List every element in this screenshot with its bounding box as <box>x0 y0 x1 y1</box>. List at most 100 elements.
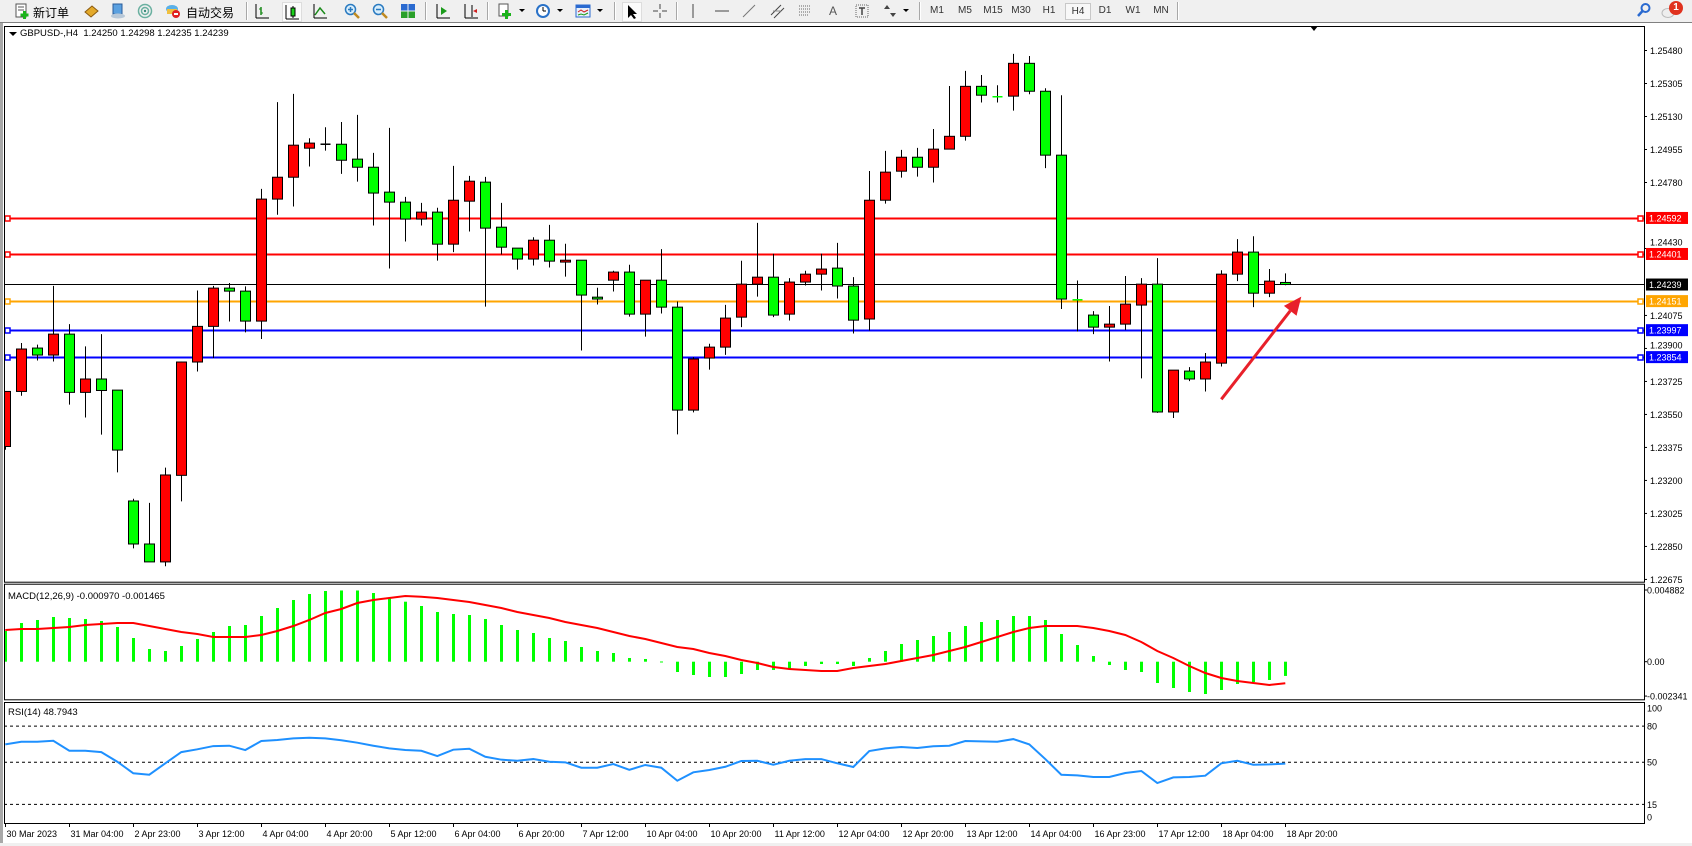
macd-histogram-bar <box>116 627 119 662</box>
candle-bearish <box>832 267 843 287</box>
time-axis-label: 7 Apr 12:00 <box>583 829 629 839</box>
candle-bearish <box>352 158 363 168</box>
chart-shift-button[interactable] <box>434 2 452 20</box>
new-order-button[interactable] <box>13 2 31 20</box>
indicators-dropdown-icon[interactable] <box>519 9 525 12</box>
time-axis-label: 31 Mar 04:00 <box>71 829 124 839</box>
candle-bullish <box>416 211 427 220</box>
time-axis-label: 17 Apr 12:00 <box>1159 829 1210 839</box>
level-line-handle-right <box>1637 354 1644 361</box>
tile-windows-button[interactable] <box>399 2 417 20</box>
templates-icon <box>575 4 591 18</box>
periods-button[interactable] <box>534 2 552 20</box>
current-price-label: 1.24239 <box>1649 280 1682 290</box>
candle-bearish <box>624 271 635 315</box>
candle-bearish <box>1056 154 1067 300</box>
macd-histogram-bar <box>756 661 759 670</box>
search-button[interactable] <box>1636 1 1652 19</box>
timeframe-h1[interactable]: H1 <box>1042 5 1056 16</box>
macd-histogram-bar <box>1220 661 1223 690</box>
indicators-button[interactable] <box>496 2 514 20</box>
candle-bearish <box>1248 251 1259 294</box>
level-line-handle-left <box>4 298 11 305</box>
toolbar-separator <box>919 2 921 20</box>
candle-bullish <box>640 279 651 315</box>
zoom-out-button[interactable] <box>371 2 389 20</box>
templates-button[interactable] <box>574 2 592 20</box>
macd-histogram-bar <box>596 650 599 662</box>
candle-bearish <box>64 333 75 393</box>
new-order-label[interactable]: 新订单 <box>33 6 70 20</box>
candle-bearish <box>544 239 555 262</box>
price-axis-label: 1.24780 <box>1650 178 1683 188</box>
timeframe-m5[interactable]: M5 <box>958 5 972 16</box>
price-axis-label: 1.23025 <box>1650 509 1683 519</box>
candle-bullish <box>1008 62 1019 97</box>
cursor-button[interactable] <box>622 2 642 22</box>
crosshair-button[interactable] <box>651 2 669 20</box>
candle-bullish <box>560 259 571 263</box>
timeframe-w1[interactable]: W1 <box>1125 5 1141 16</box>
candle-bearish <box>1184 370 1195 380</box>
timeframe-m1[interactable]: M1 <box>930 5 944 16</box>
auto-scroll-button[interactable] <box>462 2 480 20</box>
horizontal-line-button[interactable] <box>713 2 731 20</box>
level-line-handle-right <box>1637 215 1644 222</box>
arrows-dropdown-icon[interactable] <box>903 9 909 12</box>
candle-bullish <box>288 144 299 178</box>
candle-bullish <box>256 198 267 322</box>
timeframe-h4[interactable]: H4 <box>1065 3 1091 20</box>
candle-bullish <box>800 273 811 283</box>
text-button[interactable]: A <box>824 2 842 20</box>
trendline-button[interactable] <box>740 2 758 20</box>
annotation-arrow-shaft <box>1220 309 1292 401</box>
candle-bearish <box>512 247 523 260</box>
timeframe-m15[interactable]: M15 <box>983 5 1003 16</box>
equidistant-channel-button[interactable] <box>769 2 787 20</box>
timeframe-mn[interactable]: MN <box>1153 5 1169 16</box>
candle-bearish <box>1280 281 1291 286</box>
templates-dropdown-icon[interactable] <box>597 9 603 12</box>
text-label-button[interactable] <box>853 2 871 20</box>
tile-windows-icon <box>401 4 415 18</box>
fibonacci-button[interactable] <box>797 2 815 20</box>
signals-button[interactable] <box>136 2 154 20</box>
macd-histogram-bar <box>1140 661 1143 672</box>
navigator-button[interactable] <box>109 2 127 20</box>
candle-bullish <box>880 171 891 201</box>
line-chart-button[interactable] <box>311 2 329 20</box>
timeframe-m30[interactable]: M30 <box>1011 5 1031 16</box>
macd-histogram-bar <box>836 661 839 665</box>
macd-histogram-bar <box>1060 634 1063 662</box>
candle-bullish <box>944 135 955 150</box>
macd-histogram-bar <box>1236 661 1239 685</box>
macd-histogram-bar <box>804 661 807 666</box>
chart-menu-triangle-icon[interactable] <box>9 32 17 36</box>
notification-badge[interactable]: 1 <box>1669 1 1683 15</box>
macd-histogram-bar <box>164 650 167 662</box>
candlestick-chart-button[interactable] <box>282 2 302 22</box>
macd-histogram-bar <box>628 657 631 662</box>
window-left-edge <box>0 23 3 843</box>
time-axis-label: 16 Apr 23:00 <box>1095 829 1146 839</box>
chart-end-marker-icon <box>1310 26 1318 31</box>
timeframe-d1[interactable]: D1 <box>1098 5 1112 16</box>
candle-bullish <box>1216 273 1227 364</box>
zoom-in-button[interactable] <box>343 2 361 20</box>
rsi-axis-label: 0 <box>1647 813 1652 823</box>
macd-histogram-bar <box>580 646 583 662</box>
vertical-line-button[interactable] <box>684 2 702 20</box>
macd-histogram-bar <box>356 590 359 662</box>
autotrading-label[interactable]: 自动交易 <box>186 6 235 20</box>
price-axis-label: 1.22675 <box>1650 575 1683 585</box>
macd-label: MACD(12,26,9) -0.000970 -0.001465 <box>8 591 165 602</box>
arrows-button[interactable] <box>881 2 899 20</box>
bar-chart-button[interactable] <box>253 2 271 20</box>
autotrading-button[interactable] <box>164 2 182 20</box>
macd-histogram-bar <box>484 618 487 662</box>
macd-histogram-bar <box>180 646 183 662</box>
periods-dropdown-icon[interactable] <box>557 9 563 12</box>
market-button[interactable] <box>82 2 100 20</box>
cursor-icon <box>628 5 637 19</box>
